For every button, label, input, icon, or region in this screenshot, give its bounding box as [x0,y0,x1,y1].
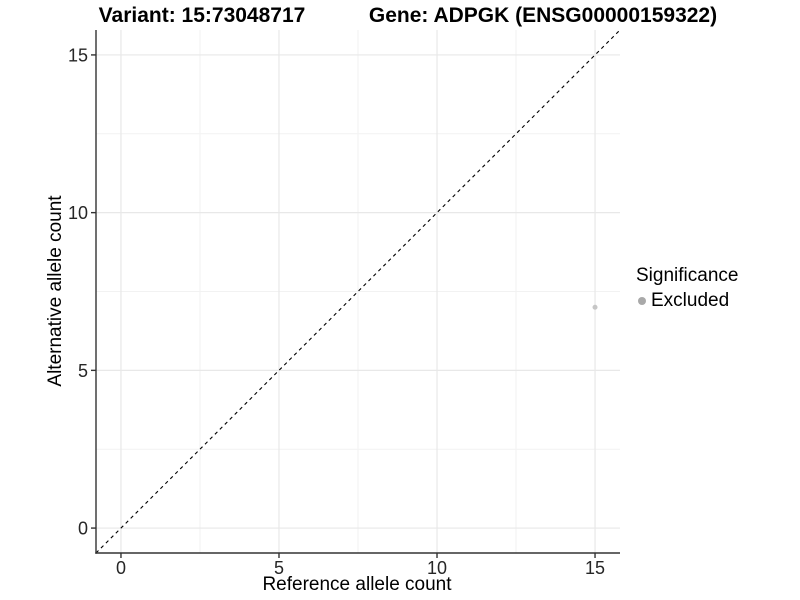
y-tick-label: 5 [78,361,88,381]
gene-title: Gene: ADPGK (ENSG00000159322) [368,4,718,27]
legend-title: Significance [636,265,739,286]
x-tick-label: 5 [274,558,284,578]
y-axis-title: Alternative allele count [45,195,66,387]
y-tick-label: 10 [68,203,88,223]
variant-title: Variant: 15:73048717 [98,4,306,27]
x-tick-label: 15 [585,558,605,578]
legend: Significance Excluded [636,265,738,312]
y-tick-label: 0 [78,519,88,539]
x-tick-label: 10 [427,558,447,578]
identity-reference-line [95,29,621,554]
legend-item-label: Excluded [651,289,730,311]
legend-circle-icon [638,296,646,305]
legend-item-excluded: Excluded [638,290,738,312]
y-tick-label: 15 [68,45,88,65]
data-point [592,304,598,310]
x-tick-label: 0 [116,558,126,578]
x-axis-title: Reference allele count [262,574,452,595]
